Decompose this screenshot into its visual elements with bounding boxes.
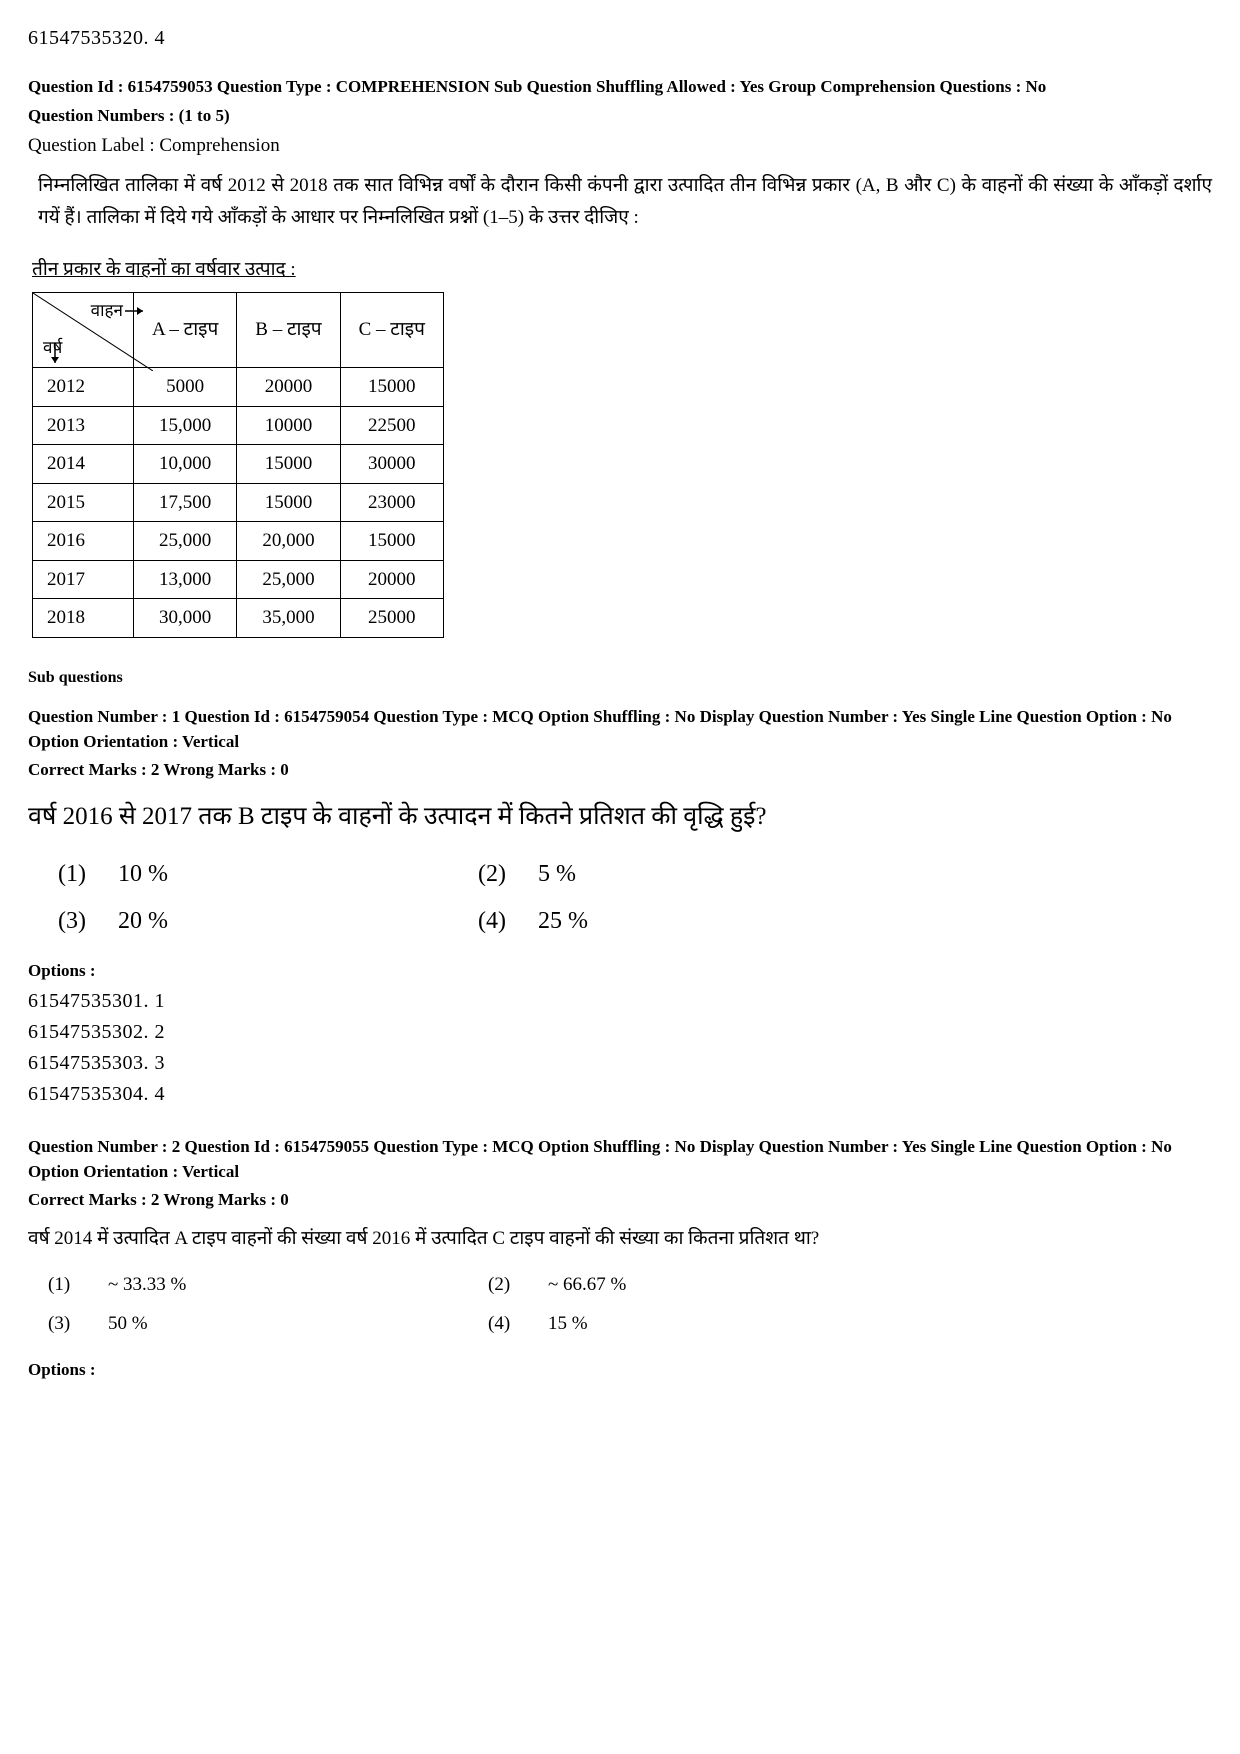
cell-val: 15,000	[134, 406, 237, 445]
question-numbers: Question Numbers : (1 to 5)	[28, 104, 1212, 129]
q2-meta-line-2: Correct Marks : 2 Wrong Marks : 0	[28, 1188, 1212, 1213]
cell-val: 22500	[340, 406, 443, 445]
cell-val: 13,000	[134, 560, 237, 599]
cell-val: 15000	[237, 483, 340, 522]
comprehension-passage: निम्नलिखित तालिका में वर्ष 2012 से 2018 …	[38, 170, 1212, 235]
corner-label-year: वर्ष	[43, 336, 62, 361]
q1-opt-1-val: 10 %	[118, 857, 478, 892]
cell-year: 2017	[33, 560, 134, 599]
cell-val: 10000	[237, 406, 340, 445]
cell-year: 2013	[33, 406, 134, 445]
q1-opt-1-num: (1)	[58, 857, 118, 892]
q1-option-line: 61547535302. 2	[28, 1018, 1212, 1047]
q1-opt-3-val: 20 %	[118, 904, 478, 939]
q1-opt-4-num: (4)	[478, 904, 538, 939]
q1-options-label: Options :	[28, 959, 1212, 984]
table-row: 201713,00025,00020000	[33, 560, 444, 599]
table-row: 201517,5001500023000	[33, 483, 444, 522]
q2-opt-3-num: (3)	[48, 1310, 108, 1338]
q1-opt-2-val: 5 %	[538, 857, 1212, 892]
col-header-c: C – टाइप	[340, 292, 443, 367]
cell-val: 17,500	[134, 483, 237, 522]
cell-val: 25000	[340, 599, 443, 638]
q1-meta-line-1: Question Number : 1 Question Id : 615475…	[28, 705, 1212, 754]
q2-meta-line-1: Question Number : 2 Question Id : 615475…	[28, 1135, 1212, 1184]
q2-opt-3-val: 50 %	[108, 1310, 488, 1338]
question-label: Question Label : Comprehension	[28, 132, 1212, 160]
q2-text: वर्ष 2014 में उत्पादित A टाइप वाहनों की …	[28, 1225, 1212, 1253]
cell-val: 5000	[134, 367, 237, 406]
q2-opt-2-num: (2)	[488, 1271, 548, 1299]
q2-opt-1-num: (1)	[48, 1271, 108, 1299]
cell-year: 2014	[33, 445, 134, 484]
table-row: 201315,0001000022500	[33, 406, 444, 445]
q1-opt-4-val: 25 %	[538, 904, 1212, 939]
table-corner-cell: वाहन वर्ष	[33, 292, 134, 367]
cell-val: 30000	[340, 445, 443, 484]
cell-year: 2015	[33, 483, 134, 522]
q1-meta-line-2: Correct Marks : 2 Wrong Marks : 0	[28, 758, 1212, 783]
q2-opt-2-val: ~ 66.67 %	[548, 1271, 1212, 1299]
q1-option-line: 61547535304. 4	[28, 1080, 1212, 1109]
col-header-b: B – टाइप	[237, 292, 340, 367]
cell-val: 15000	[237, 445, 340, 484]
q2-opt-4-num: (4)	[488, 1310, 548, 1338]
q1-opt-3-num: (3)	[58, 904, 118, 939]
q1-option-line: 61547535301. 1	[28, 987, 1212, 1016]
cell-year: 2016	[33, 522, 134, 561]
cell-year: 2018	[33, 599, 134, 638]
production-table: वाहन वर्ष A – टाइप B – टाइप C – टाइप 201…	[32, 292, 444, 638]
cell-val: 20000	[340, 560, 443, 599]
cell-val: 35,000	[237, 599, 340, 638]
table-row: 201250002000015000	[33, 367, 444, 406]
cell-val: 30,000	[134, 599, 237, 638]
cell-val: 23000	[340, 483, 443, 522]
table-row: 201410,0001500030000	[33, 445, 444, 484]
table-row: 201830,00035,00025000	[33, 599, 444, 638]
cell-year: 2012	[33, 367, 134, 406]
table-caption: तीन प्रकार के वाहनों का वर्षवार उत्पाद :	[32, 256, 1212, 284]
cell-val: 15000	[340, 522, 443, 561]
q2-opt-1-val: ~ 33.33 %	[108, 1271, 488, 1299]
cell-val: 25,000	[134, 522, 237, 561]
q1-option-line: 61547535303. 3	[28, 1049, 1212, 1078]
q2-opt-4-val: 15 %	[548, 1310, 1212, 1338]
q2-options-grid: (1) ~ 33.33 % (2) ~ 66.67 % (3) 50 % (4)…	[48, 1271, 1212, 1338]
cell-val: 20,000	[237, 522, 340, 561]
q1-text: वर्ष 2016 से 2017 तक B टाइप के वाहनों के…	[28, 797, 1212, 837]
q2-options-label: Options :	[28, 1358, 1212, 1383]
table-header-row: वाहन वर्ष A – टाइप B – टाइप C – टाइप	[33, 292, 444, 367]
comprehension-meta: Question Id : 6154759053 Question Type :…	[28, 75, 1212, 100]
table-row: 201625,00020,00015000	[33, 522, 444, 561]
q1-opt-2-num: (2)	[478, 857, 538, 892]
cell-val: 15000	[340, 367, 443, 406]
cell-val: 25,000	[237, 560, 340, 599]
page-top-code: 61547535320. 4	[28, 24, 1212, 53]
cell-val: 10,000	[134, 445, 237, 484]
q1-options-grid: (1) 10 % (2) 5 % (3) 20 % (4) 25 %	[58, 857, 1212, 939]
sub-questions-header: Sub questions	[28, 666, 1212, 689]
corner-label-vehicle: वाहन	[91, 299, 123, 324]
cell-val: 20000	[237, 367, 340, 406]
